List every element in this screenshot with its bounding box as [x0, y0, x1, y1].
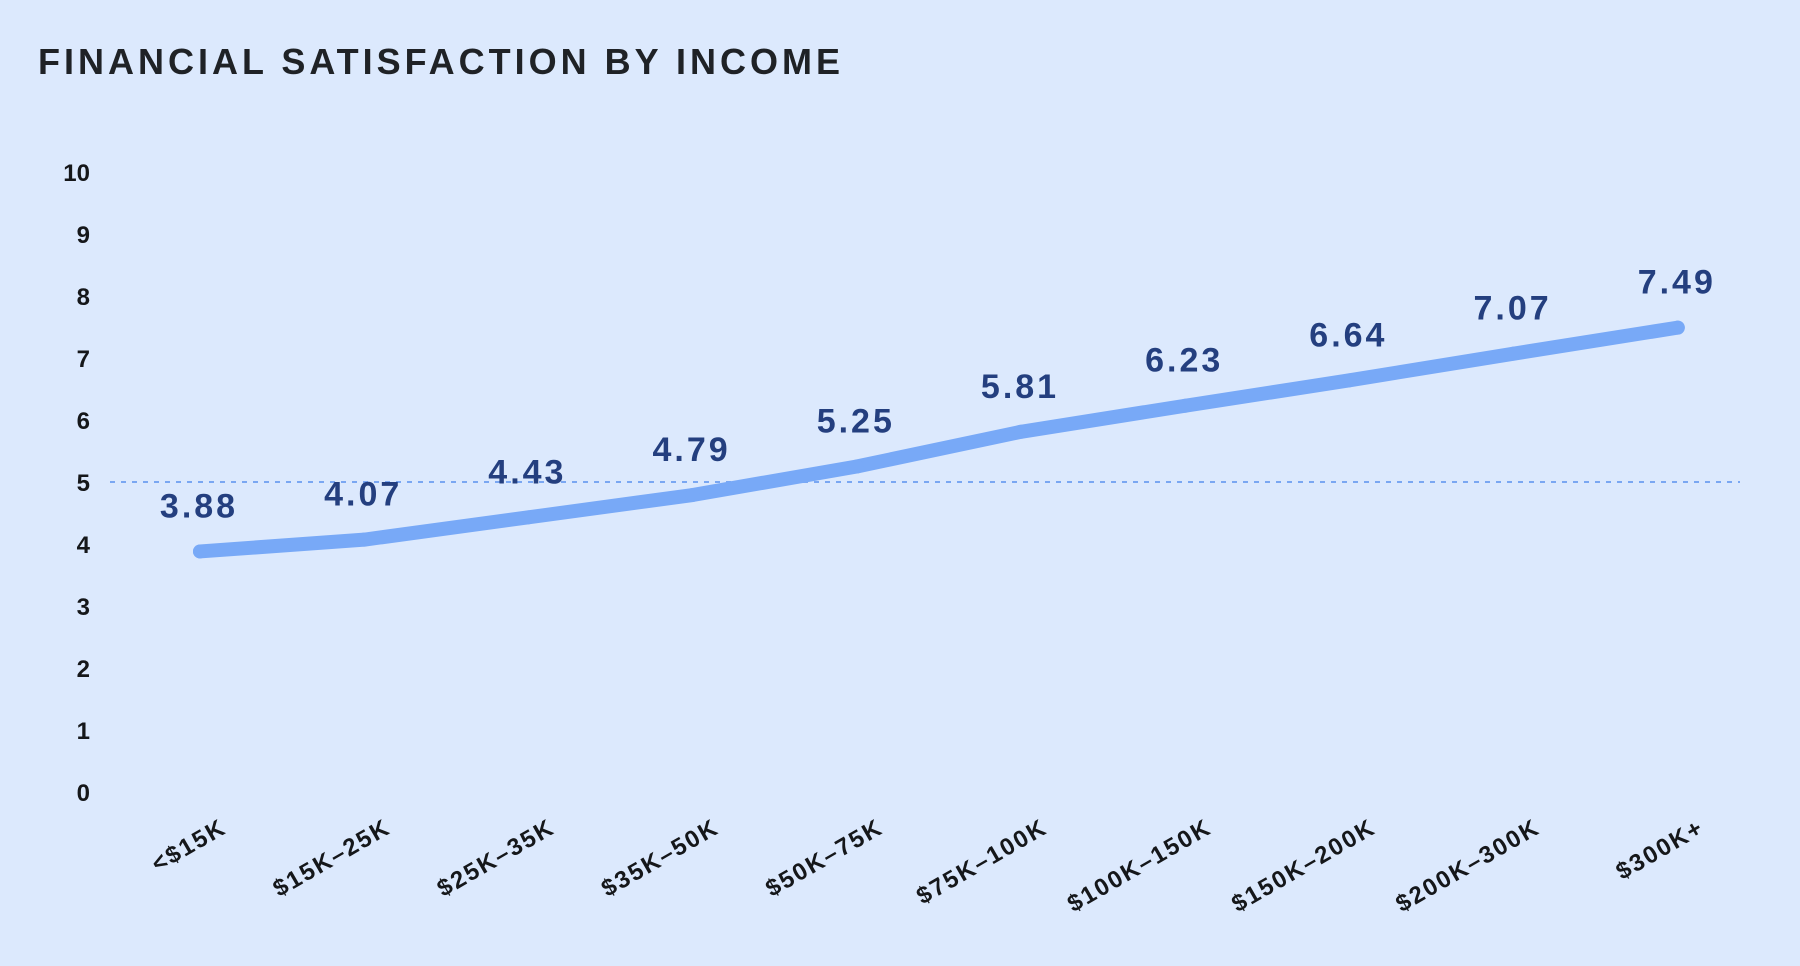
data-point: [1670, 320, 1685, 335]
data-point: [1506, 346, 1521, 361]
y-tick-label: 8: [77, 284, 90, 311]
data-label: 4.43: [488, 453, 566, 491]
series-line: [193, 320, 1685, 559]
data-label: 6.23: [1145, 342, 1223, 380]
chart-title: FINANCIAL SATISFACTION BY INCOME: [38, 41, 844, 82]
y-axis: 0 1 2 3 4 5 6 7 8 9 10: [63, 160, 90, 807]
y-tick-label: 6: [77, 408, 90, 435]
data-point: [1014, 424, 1028, 439]
data-label: 6.64: [1309, 316, 1387, 354]
data-point: [193, 544, 207, 559]
y-tick-label: 0: [77, 780, 90, 807]
y-tick-label: 5: [77, 470, 90, 497]
y-tick-label: 1: [77, 718, 90, 745]
data-label: 7.07: [1474, 290, 1552, 328]
y-tick-label: 9: [77, 222, 90, 249]
y-tick-label: 4: [77, 532, 91, 559]
y-tick-label: 2: [77, 656, 90, 683]
data-point: [685, 488, 700, 503]
data-points: [193, 320, 1685, 559]
y-tick-label: 3: [77, 594, 90, 621]
data-label: 7.49: [1638, 264, 1716, 302]
data-label: 5.81: [981, 368, 1059, 406]
y-tick-label: 7: [77, 346, 90, 373]
data-label: 4.79: [653, 431, 731, 469]
data-labels: 3.88 4.07 4.43 4.79 5.25 5.81 6.23 6.64 7.07 7.49: [160, 264, 1716, 526]
data-label: 5.25: [817, 403, 895, 441]
data-label: 3.88: [160, 487, 238, 525]
y-tick-label: 10: [63, 160, 90, 187]
data-point: [1342, 373, 1357, 388]
data-point: [357, 532, 372, 547]
data-point: [1178, 398, 1193, 413]
data-point: [521, 510, 536, 525]
data-point: [849, 459, 864, 474]
data-label: 4.07: [324, 476, 402, 514]
